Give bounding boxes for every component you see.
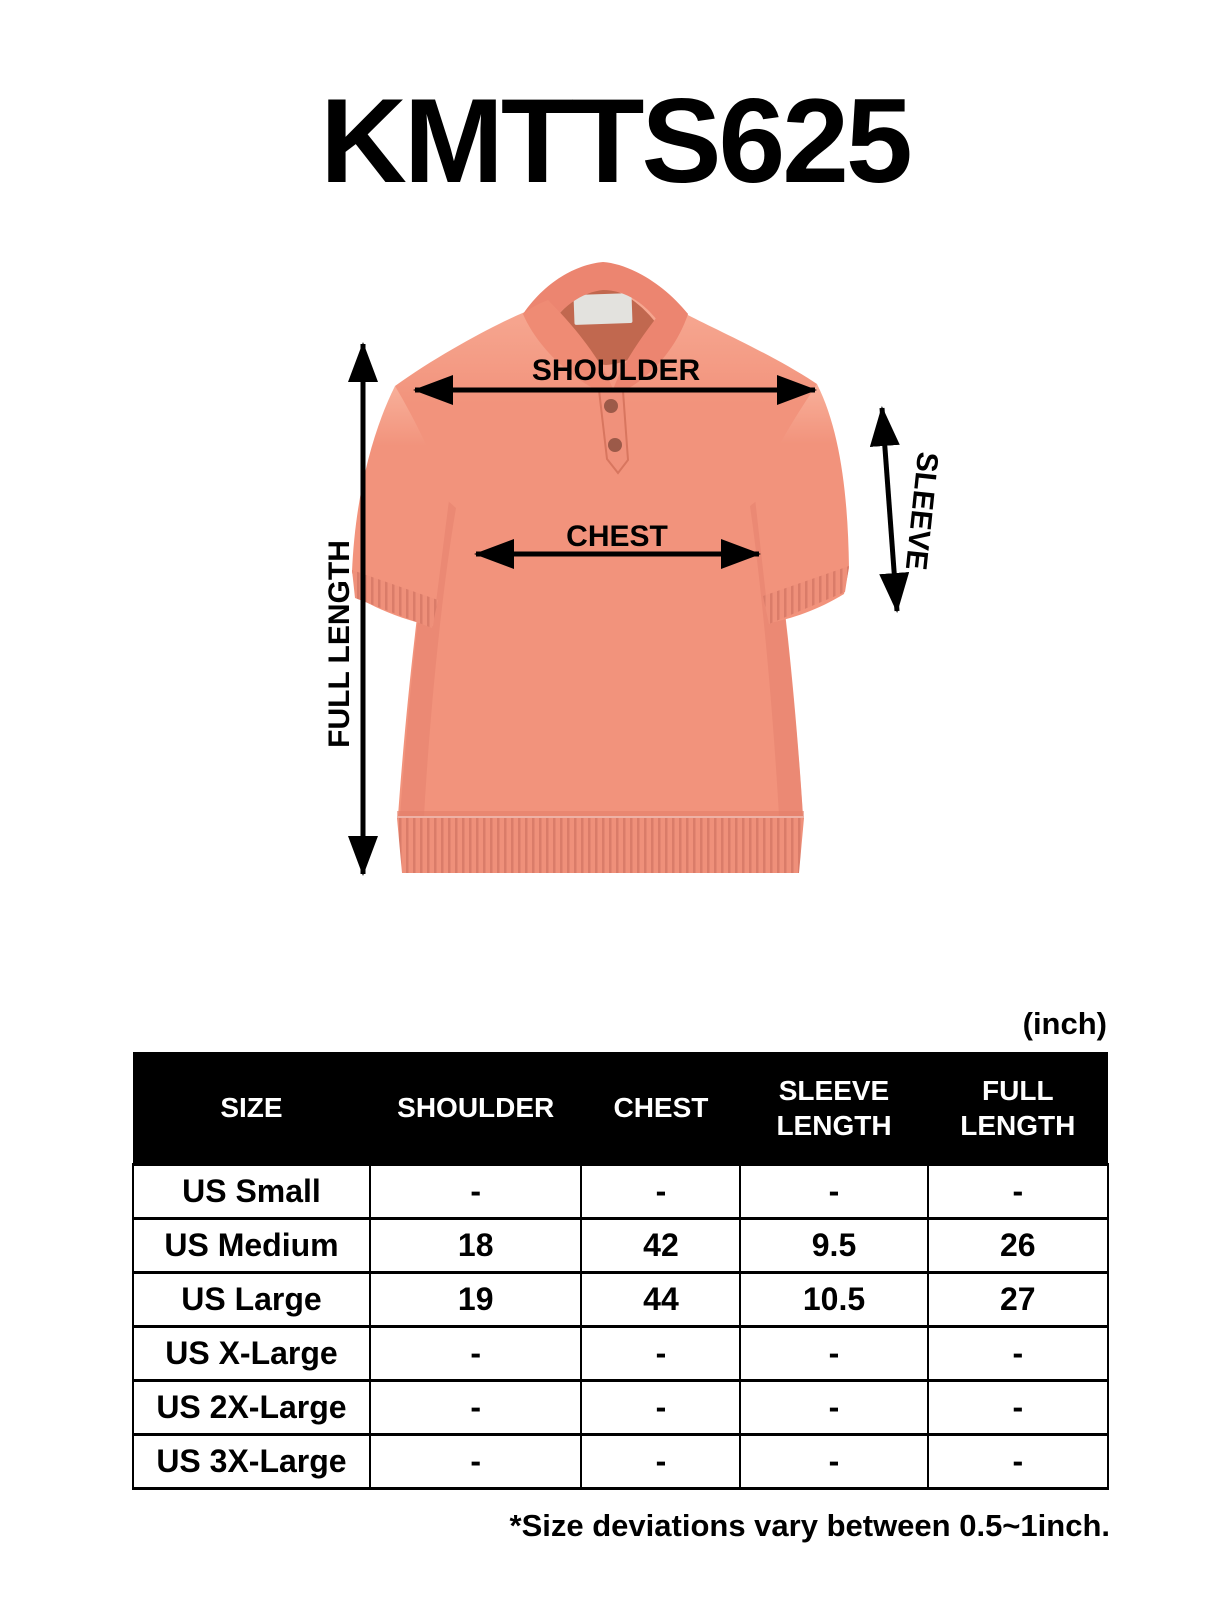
- full-length-cell: 26: [926, 1217, 1110, 1274]
- product-measurement-diagram: SHOULDER CHEST FULL LENGTH SLEEVE: [323, 262, 944, 876]
- size-cell: US 3X-Large: [132, 1433, 371, 1490]
- sleeve-length-cell: -: [739, 1433, 929, 1490]
- chest-cell: -: [580, 1163, 742, 1220]
- collar-right-flap: [614, 300, 688, 391]
- sleeve-length-cell: 10.5: [739, 1271, 929, 1328]
- size-cell: US 2X-Large: [132, 1379, 371, 1436]
- full-length-cell: -: [926, 1433, 1110, 1490]
- size-cell: US Small: [132, 1163, 371, 1220]
- shoulder-cell: 19: [368, 1271, 583, 1328]
- shirt-right-shadow: [750, 492, 803, 816]
- collar-roll: [523, 262, 688, 336]
- button-top: [604, 399, 618, 413]
- shoulder-cell: -: [368, 1325, 583, 1382]
- care-tag: [573, 293, 633, 325]
- table-row: US 2X-Large - - - -: [132, 1379, 1110, 1436]
- sleeve-length-cell: -: [739, 1379, 929, 1436]
- column-header-sleeve-length: SLEEVE LENGTH: [740, 1052, 928, 1165]
- hem-shadow: [397, 811, 804, 819]
- chest-label: CHEST: [566, 520, 668, 553]
- chest-cell: 42: [580, 1217, 742, 1274]
- column-header-chest: CHEST: [581, 1052, 741, 1165]
- size-cell: US Large: [132, 1271, 371, 1328]
- sleeve-label: SLEEVE: [899, 450, 944, 571]
- shirt-left-shadow: [400, 490, 456, 816]
- page-title: KMTTS625: [320, 74, 912, 208]
- shoulder-label: SHOULDER: [532, 354, 701, 387]
- size-deviation-footnote: *Size deviations vary between 0.5~1inch.: [509, 1508, 1110, 1543]
- size-cell: US Medium: [132, 1217, 371, 1274]
- table-row: US Large 19 44 10.5 27: [132, 1271, 1110, 1328]
- full-length-cell: -: [926, 1325, 1110, 1382]
- measurement-labels: SHOULDER CHEST FULL LENGTH SLEEVE: [323, 354, 944, 748]
- table-header-row: SIZE SHOULDER CHEST SLEEVE LENGTH FULL L…: [133, 1052, 1108, 1165]
- shoulder-cell: 18: [368, 1217, 583, 1274]
- table-row: US Small - - - -: [132, 1163, 1110, 1220]
- column-header-full-length: FULL LENGTH: [927, 1052, 1108, 1165]
- measurement-arrows: [348, 342, 910, 876]
- shoulder-cell: -: [368, 1379, 583, 1436]
- full-length-cell: -: [926, 1379, 1110, 1436]
- sleeve-length-cell: -: [739, 1325, 929, 1382]
- column-header-shoulder: SHOULDER: [369, 1052, 582, 1165]
- size-cell: US X-Large: [132, 1325, 371, 1382]
- chest-cell: -: [580, 1379, 742, 1436]
- full-length-label: FULL LENGTH: [323, 540, 356, 748]
- button-bottom: [608, 438, 622, 452]
- hem-ribbing: [397, 818, 804, 873]
- chest-cell: -: [580, 1433, 742, 1490]
- sleeve-length-cell: 9.5: [739, 1217, 929, 1274]
- full-length-cell: 27: [926, 1271, 1110, 1328]
- column-header-size: SIZE: [133, 1052, 370, 1165]
- unit-label: (inch): [1022, 1006, 1107, 1041]
- shoulder-cell: -: [368, 1163, 583, 1220]
- table-row: US Medium 18 42 9.5 26: [132, 1217, 1110, 1274]
- table-row: US 3X-Large - - - -: [132, 1433, 1110, 1490]
- collar-left-flap: [523, 300, 613, 394]
- chest-cell: 44: [580, 1271, 742, 1328]
- right-cuff-ribbing: [763, 566, 849, 624]
- size-table: SIZE SHOULDER CHEST SLEEVE LENGTH FULL L…: [132, 1052, 1110, 1490]
- full-length-cell: -: [926, 1163, 1110, 1220]
- shoulder-cell: -: [368, 1433, 583, 1490]
- chest-cell: -: [580, 1325, 742, 1382]
- right-sleeve: [755, 384, 849, 623]
- sleeve-arrow: [869, 406, 910, 613]
- sleeve-length-cell: -: [739, 1163, 929, 1220]
- table-row: US X-Large - - - -: [132, 1325, 1110, 1382]
